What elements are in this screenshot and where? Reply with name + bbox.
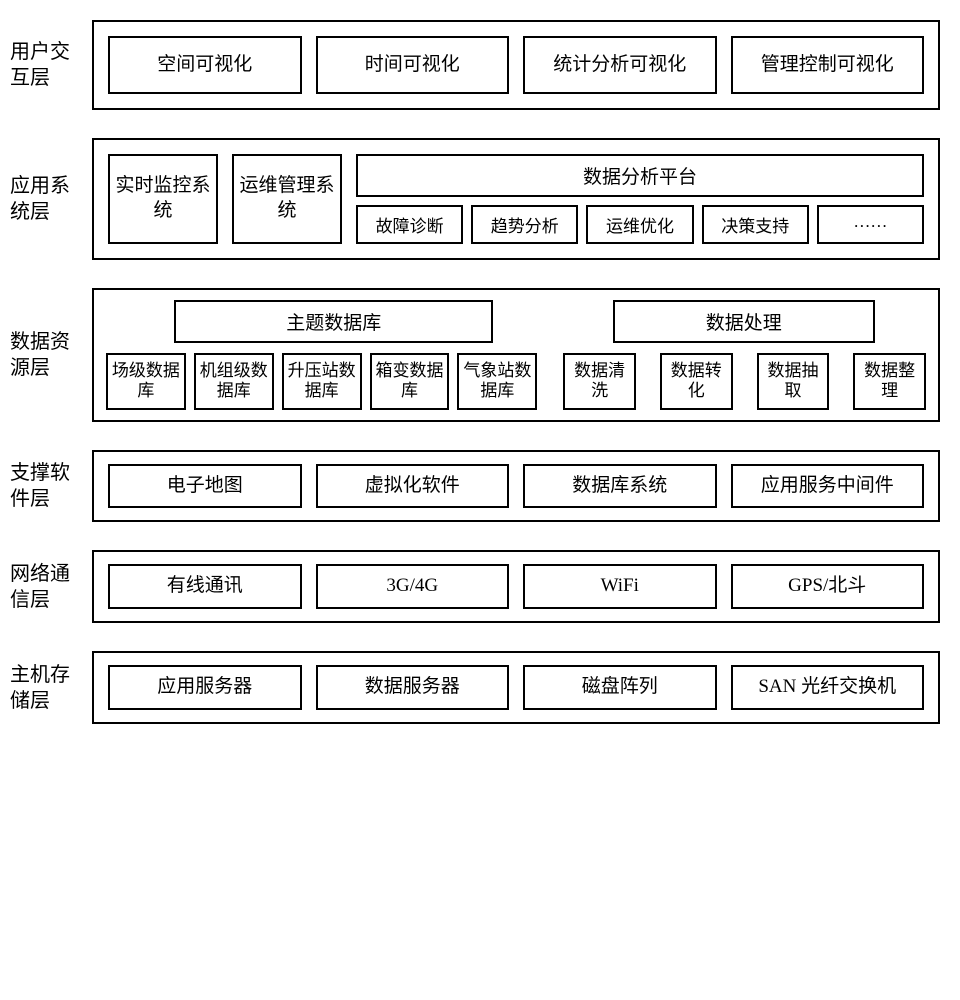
layer-network-comm: 网络通信层 有线通讯 3G/4G WiFi GPS/北斗 — [10, 550, 940, 623]
box-data-clean: 数据清洗 — [563, 353, 636, 410]
layer-label-user-interaction: 用户交互层 — [10, 39, 92, 91]
box-field-db: 场级数据库 — [106, 353, 186, 410]
layer-label-host-storage: 主机存储层 — [10, 662, 92, 714]
header-data-processing: 数据处理 — [613, 300, 875, 343]
layer-host-storage: 主机存储层 应用服务器 数据服务器 磁盘阵列 SAN 光纤交换机 — [10, 651, 940, 724]
box-san-switch: SAN 光纤交换机 — [731, 665, 925, 710]
layer-container-user-interaction: 空间可视化 时间可视化 统计分析可视化 管理控制可视化 — [92, 20, 940, 110]
layer-user-interaction: 用户交互层 空间可视化 时间可视化 统计分析可视化 管理控制可视化 — [10, 20, 940, 110]
box-unit-db: 机组级数据库 — [194, 353, 274, 410]
box-db-system: 数据库系统 — [523, 464, 717, 509]
box-app-server: 应用服务器 — [108, 665, 302, 710]
box-wired: 有线通讯 — [108, 564, 302, 609]
layer-label-network-comm: 网络通信层 — [10, 561, 92, 613]
box-data-extract: 数据抽取 — [757, 353, 830, 410]
box-3g4g: 3G/4G — [316, 564, 510, 609]
data-resource-headers: 主题数据库 数据处理 — [106, 300, 926, 343]
layer-data-resource: 数据资源层 主题数据库 数据处理 场级数据库 机组级数据库 升压站数据库 箱变数… — [10, 288, 940, 422]
box-virtualization: 虚拟化软件 — [316, 464, 510, 509]
box-emap: 电子地图 — [108, 464, 302, 509]
layer-container-support-software: 电子地图 虚拟化软件 数据库系统 应用服务中间件 — [92, 450, 940, 523]
layer-application-system: 应用系统层 实时监控系统 运维管理系统 数据分析平台 故障诊断 趋势分析 运维优… — [10, 138, 940, 260]
box-wifi: WiFi — [523, 564, 717, 609]
box-disk-array: 磁盘阵列 — [523, 665, 717, 710]
box-om-management: 运维管理系统 — [232, 154, 342, 244]
layer-container-data-resource: 主题数据库 数据处理 场级数据库 机组级数据库 升压站数据库 箱变数据库 气象站… — [92, 288, 940, 422]
header-theme-db: 主题数据库 — [174, 300, 493, 343]
layer-container-network-comm: 有线通讯 3G/4G WiFi GPS/北斗 — [92, 550, 940, 623]
header-data-analysis-platform: 数据分析平台 — [356, 154, 924, 197]
data-resource-subrow: 场级数据库 机组级数据库 升压站数据库 箱变数据库 气象站数据库 数据清洗 数据… — [106, 353, 926, 410]
data-analysis-subrow: 故障诊断 趋势分析 运维优化 决策支持 …… — [356, 205, 924, 244]
box-more: …… — [817, 205, 924, 244]
box-stat-vis: 统计分析可视化 — [523, 36, 717, 94]
box-gps-beidou: GPS/北斗 — [731, 564, 925, 609]
box-data-organize: 数据整理 — [853, 353, 926, 410]
box-om-optim: 运维优化 — [586, 205, 693, 244]
box-booster-db: 升压站数据库 — [282, 353, 362, 410]
box-trend-analysis: 趋势分析 — [471, 205, 578, 244]
data-analysis-platform-group: 数据分析平台 故障诊断 趋势分析 运维优化 决策支持 …… — [356, 154, 924, 244]
box-decision-support: 决策支持 — [702, 205, 809, 244]
layer-container-host-storage: 应用服务器 数据服务器 磁盘阵列 SAN 光纤交换机 — [92, 651, 940, 724]
box-spatial-vis: 空间可视化 — [108, 36, 302, 94]
box-mgmt-vis: 管理控制可视化 — [731, 36, 925, 94]
box-realtime-monitor: 实时监控系统 — [108, 154, 218, 244]
layer-label-support-software: 支撑软件层 — [10, 460, 92, 512]
box-weather-db: 气象站数据库 — [457, 353, 537, 410]
box-boxtrans-db: 箱变数据库 — [370, 353, 450, 410]
box-fault-diag: 故障诊断 — [356, 205, 463, 244]
layer-container-application-system: 实时监控系统 运维管理系统 数据分析平台 故障诊断 趋势分析 运维优化 决策支持… — [92, 138, 940, 260]
box-app-middleware: 应用服务中间件 — [731, 464, 925, 509]
box-temporal-vis: 时间可视化 — [316, 36, 510, 94]
box-data-transform: 数据转化 — [660, 353, 733, 410]
layer-label-data-resource: 数据资源层 — [10, 329, 92, 381]
layer-label-application-system: 应用系统层 — [10, 173, 92, 225]
layer-support-software: 支撑软件层 电子地图 虚拟化软件 数据库系统 应用服务中间件 — [10, 450, 940, 523]
box-data-server: 数据服务器 — [316, 665, 510, 710]
